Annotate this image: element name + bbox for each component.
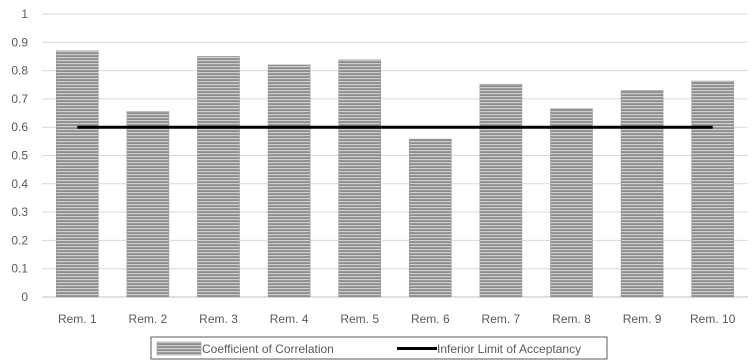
y-tick-label: 0.3 xyxy=(11,205,28,219)
bar-10 xyxy=(691,80,735,298)
legend-label-limit: Inferior Limit of Acceptancy xyxy=(437,342,581,356)
y-tick-label: 0.5 xyxy=(11,149,28,163)
legend: Coefficient of Correlation Inferior Limi… xyxy=(150,336,608,360)
bar-1 xyxy=(55,50,99,298)
legend-bar-swatch xyxy=(156,341,202,356)
y-tick-label: 0.6 xyxy=(11,120,28,134)
legend-label-coefficient: Coefficient of Correlation xyxy=(202,342,334,356)
y-tick-label: 0.1 xyxy=(11,262,28,276)
legend-box xyxy=(150,336,608,360)
bar-2 xyxy=(126,111,170,298)
y-axis-ticks: 0 0.1 0.2 0.3 0.4 0.5 0.6 0.7 0.8 0.9 1 xyxy=(11,7,28,304)
y-tick-label: 0.2 xyxy=(11,233,28,247)
x-tick-label: Rem. 1 xyxy=(58,312,97,326)
bar-5 xyxy=(338,59,382,298)
bar-9 xyxy=(620,90,664,298)
x-tick-label: Rem. 9 xyxy=(623,312,662,326)
x-tick-label: Rem. 5 xyxy=(340,312,379,326)
x-axis-ticks: Rem. 1 Rem. 2 Rem. 3 Rem. 4 Rem. 5 Rem. 6 Rem.… xyxy=(58,312,736,326)
y-tick-label: 0.4 xyxy=(11,177,28,191)
y-tick-label: 0.9 xyxy=(11,35,28,49)
x-tick-label: Rem. 3 xyxy=(199,312,238,326)
x-tick-label: Rem. 6 xyxy=(411,312,450,326)
y-tick-label: 0 xyxy=(21,290,28,304)
bar-8 xyxy=(550,108,593,298)
bar-4 xyxy=(267,64,311,298)
y-tick-label: 1 xyxy=(21,7,28,21)
bar-6 xyxy=(408,138,452,298)
bar-3 xyxy=(197,56,240,298)
bar-series xyxy=(55,50,735,298)
bar-7 xyxy=(479,83,523,298)
y-tick-label: 0.7 xyxy=(11,92,28,106)
x-tick-label: Rem. 2 xyxy=(129,312,168,326)
x-tick-label: Rem. 4 xyxy=(270,312,309,326)
x-tick-label: Rem. 7 xyxy=(482,312,521,326)
x-tick-label: Rem. 10 xyxy=(690,312,736,326)
y-tick-label: 0.8 xyxy=(11,64,28,78)
x-tick-label: Rem. 8 xyxy=(552,312,591,326)
